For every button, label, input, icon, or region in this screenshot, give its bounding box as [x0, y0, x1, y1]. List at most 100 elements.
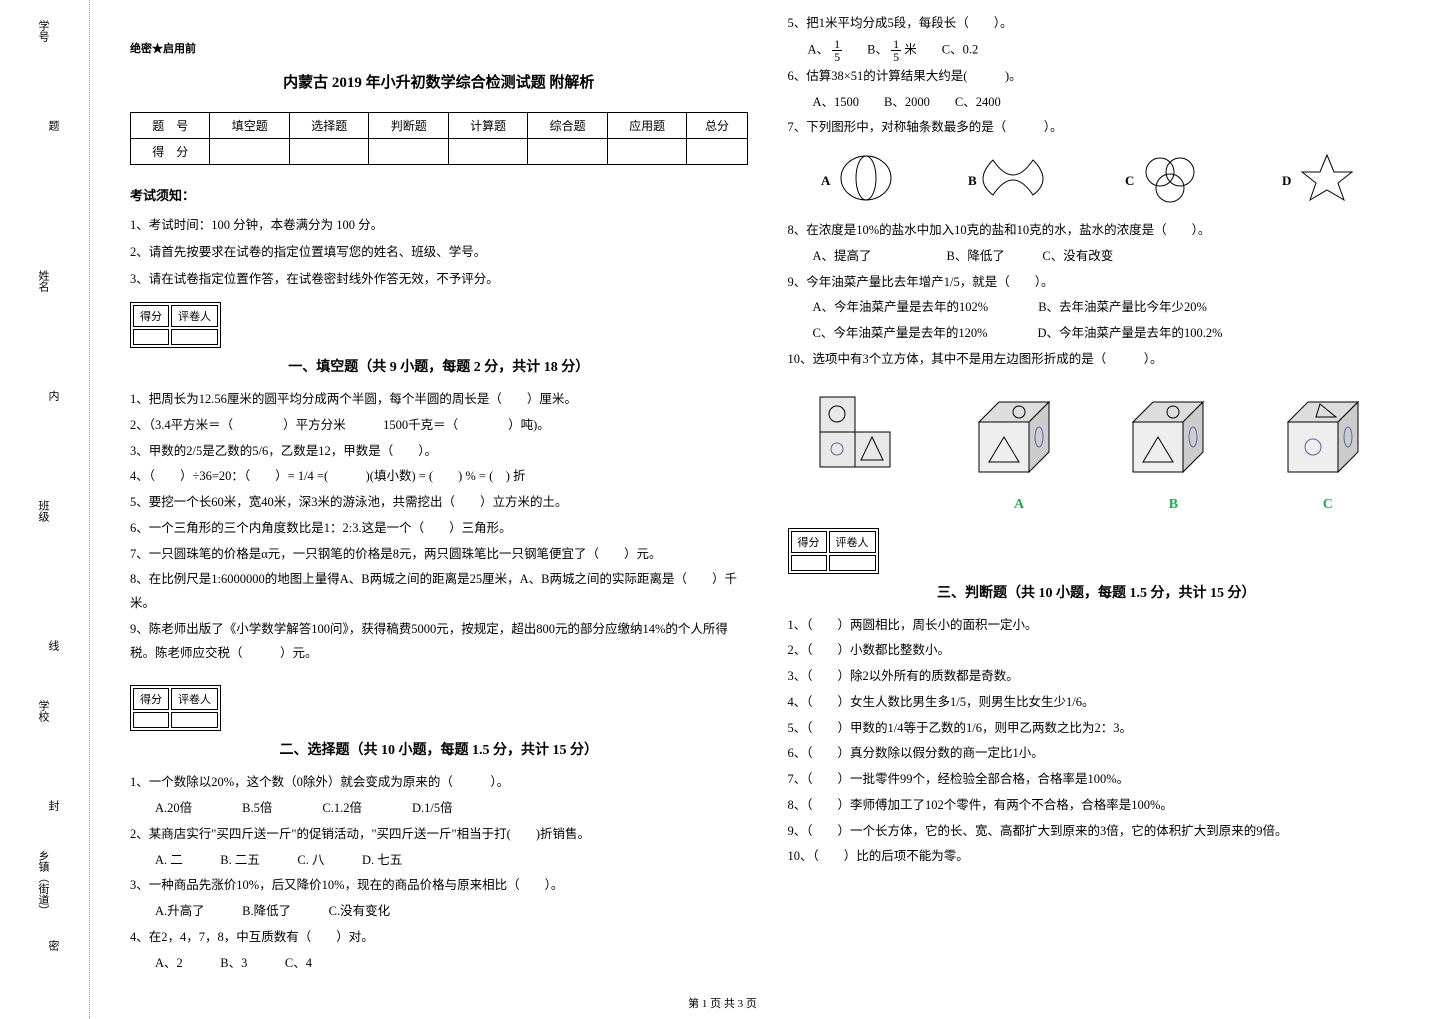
grader-box-cell: 评卷人: [171, 688, 218, 710]
score-header: 应用题: [607, 113, 686, 139]
s1-q9: 9、陈老师出版了《小学数学解答100问》，获得稿费5000元，按规定，超出800…: [130, 618, 748, 666]
s1-q1: 1、把周长为12.56厘米的圆平均分成两个半圆，每个半圆的周长是（ ）厘米。: [130, 388, 748, 412]
svg-text:B: B: [968, 173, 977, 188]
opt-label: C、0.2: [942, 42, 978, 56]
score-header: 综合题: [528, 113, 607, 139]
margin-label: 题: [45, 120, 61, 131]
shape-d: D: [1282, 150, 1372, 209]
margin-label: 封: [45, 800, 61, 811]
svg-text:A: A: [821, 173, 831, 188]
s1-q4: 4、（ ）÷36=20：（ ）= 1/4 =( )(填小数) = ( ) % =…: [130, 465, 748, 489]
binding-margin: 乡镇（街道） 密 学校 封 班级 线 姓名 内 学号 题: [0, 0, 90, 1019]
s1-q7: 7、一只圆珠笔的价格是α元，一只钢笔的价格是8元，两只圆珠笔比一只钢笔便宜了（ …: [130, 543, 748, 567]
margin-label: 班级: [35, 500, 51, 522]
cube-net-icon: [795, 382, 935, 492]
score-cell: [528, 139, 607, 165]
score-header: 填空题: [210, 113, 289, 139]
exam-title: 内蒙古 2019 年小升初数学综合检测试题 附解析: [130, 71, 748, 92]
score-header: 计算题: [448, 113, 527, 139]
score-header: 选择题: [289, 113, 368, 139]
s3-q1: 1、（ ）两圆相比，周长小的面积一定小。: [788, 614, 1406, 638]
grader-box: 得分评卷人: [788, 528, 879, 574]
fraction-icon: 15: [832, 38, 842, 63]
opt-label: 米: [904, 42, 917, 56]
score-cell: [289, 139, 368, 165]
s3-q2: 2、（ ）小数都比整数小。: [788, 639, 1406, 663]
opt-label: B、: [867, 42, 888, 56]
s2-q7: 7、下列图形中，对称轴条数最多的是（ ）。: [788, 116, 1406, 140]
margin-label: 内: [45, 390, 61, 401]
score-header: 判断题: [369, 113, 448, 139]
cube-label-a: A: [949, 497, 1089, 513]
cube-nets: [788, 382, 1406, 492]
s1-q5: 5、要挖一个长60米，宽40米，深3米的游泳池，共需挖出（ ）立方米的土。: [130, 491, 748, 515]
s3-q10: 10、（ ）比的后项不能为零。: [788, 845, 1406, 869]
score-cell: [369, 139, 448, 165]
notes-heading: 考试须知：: [130, 185, 748, 204]
score-row-label: 得 分: [131, 139, 210, 165]
cube-label-c: C: [1258, 497, 1398, 513]
s3-q3: 3、（ ）除2以外所有的质数都是奇数。: [788, 665, 1406, 689]
svg-text:C: C: [1125, 173, 1134, 188]
s2-q4: 4、在2，4，7，8，中互质数有（ ）对。: [130, 926, 748, 950]
grader-box-cell: 评卷人: [171, 305, 218, 327]
svg-text:D: D: [1282, 173, 1291, 188]
s2-q3-opts: A.升高了 B.降低了 C.没有变化: [130, 900, 748, 924]
score-header: 总分: [687, 113, 747, 139]
s3-q6: 6、（ ）真分数除以假分数的商一定比1小。: [788, 742, 1406, 766]
cube-labels: A B C: [788, 497, 1406, 513]
section-1-title: 一、填空题（共 9 小题，每题 2 分，共计 18 分）: [130, 356, 748, 376]
grader-box-cell: 得分: [791, 531, 827, 553]
grader-box-cell: 得分: [133, 688, 169, 710]
margin-label: 学校: [35, 700, 51, 722]
grader-box: 得分评卷人: [130, 302, 221, 348]
grader-box-cell: 评卷人: [829, 531, 876, 553]
score-table: 题 号 填空题 选择题 判断题 计算题 综合题 应用题 总分 得 分: [130, 112, 748, 165]
score-cell: [448, 139, 527, 165]
s2-q4-opts: A、2 B、3 C、4: [130, 952, 748, 976]
shape-c: C: [1125, 150, 1215, 209]
margin-label: 学号: [35, 20, 51, 42]
section-1-header: 得分评卷人: [130, 302, 748, 348]
fraction-icon: 15: [891, 38, 901, 63]
score-cell: [687, 139, 747, 165]
margin-label: 乡镇（街道）: [35, 850, 51, 916]
confidential-label: 绝密★启用前: [130, 40, 748, 56]
s2-q8: 8、在浓度是10%的盐水中加入10克的盐和10克的水，盐水的浓度是（ ）。: [788, 219, 1406, 243]
s3-q9: 9、（ ）一个长方体，它的长、宽、高都扩大到原来的3倍，它的体积扩大到原来的9倍…: [788, 820, 1406, 844]
s2-q3: 3、一种商品先涨价10%，后又降价10%，现在的商品价格与原来相比（ ）。: [130, 874, 748, 898]
grader-box: 得分评卷人: [130, 685, 221, 731]
s3-q5: 5、（ ）甲数的1/4等于乙数的1/6，则甲乙两数之比为2：3。: [788, 717, 1406, 741]
score-header: 题 号: [131, 113, 210, 139]
section-3-title: 三、判断题（共 10 小题，每题 1.5 分，共计 15 分）: [788, 582, 1406, 602]
s1-q8: 8、在比例尺是1:6000000的地图上量得A、B两城之间的距离是25厘米，A、…: [130, 568, 748, 616]
s2-q2: 2、某商店实行"买四斤送一斤"的促销活动，"买四斤送一斤"相当于打( )折销售。: [130, 823, 748, 847]
s2-q5-opts: A、 15 B、 15 米 C、0.2: [788, 38, 1406, 63]
s1-q3: 3、甲数的2/5是乙数的5/6，乙数是12，甲数是（ ）。: [130, 440, 748, 464]
s2-q2-opts: A. 二 B. 二五 C. 八 D. 七五: [130, 849, 748, 873]
symmetry-shapes: A B C D: [788, 150, 1406, 209]
s2-q6: 6、估算38×51的计算结果大约是( )。: [788, 65, 1406, 89]
s3-q8: 8、（ ）李师傅加工了102个零件，有两个不合格，合格率是100%。: [788, 794, 1406, 818]
s2-q1: 1、一个数除以20%，这个数（0除外）就会变成为原来的（ ）。: [130, 771, 748, 795]
page-content: 绝密★启用前 内蒙古 2019 年小升初数学综合检测试题 附解析 题 号 填空题…: [90, 0, 1445, 1019]
cube-a-icon: [949, 382, 1089, 492]
section-2-header: 得分评卷人: [130, 685, 748, 731]
s3-q7: 7、（ ）一批零件99个，经检验全部合格，合格率是100%。: [788, 768, 1406, 792]
right-column: 5、把1米平均分成5段，每段长（ ）。 A、 15 B、 15 米 C、0.2 …: [768, 10, 1426, 989]
shape-b: B: [968, 150, 1058, 209]
shape-a: A: [821, 150, 901, 209]
grader-box-cell: 得分: [133, 305, 169, 327]
section-3-header: 得分评卷人: [788, 528, 1406, 574]
note-line: 2、请首先按要求在试卷的指定位置填写您的姓名、班级、学号。: [130, 241, 748, 260]
score-cell: [210, 139, 289, 165]
s2-q9-opts-b: C、今年油菜产量是去年的120% D、今年油菜产量是去年的100.2%: [788, 322, 1406, 346]
s2-q9-opts-a: A、今年油菜产量是去年的102% B、去年油菜产量比今年少20%: [788, 296, 1406, 320]
s2-q8-opts: A、提高了 B、降低了 C、没有改变: [788, 245, 1406, 269]
s1-q2: 2、（3.4平方米＝（ ）平方分米 1500千克＝（ ）吨)。: [130, 414, 748, 438]
s2-q5: 5、把1米平均分成5段，每段长（ ）。: [788, 12, 1406, 36]
margin-label: 姓名: [35, 270, 51, 292]
margin-label: 密: [45, 940, 61, 951]
note-line: 3、请在试卷指定位置作答，在试卷密封线外作答无效，不予评分。: [130, 268, 748, 287]
s2-q6-opts: A、1500 B、2000 C、2400: [788, 91, 1406, 115]
